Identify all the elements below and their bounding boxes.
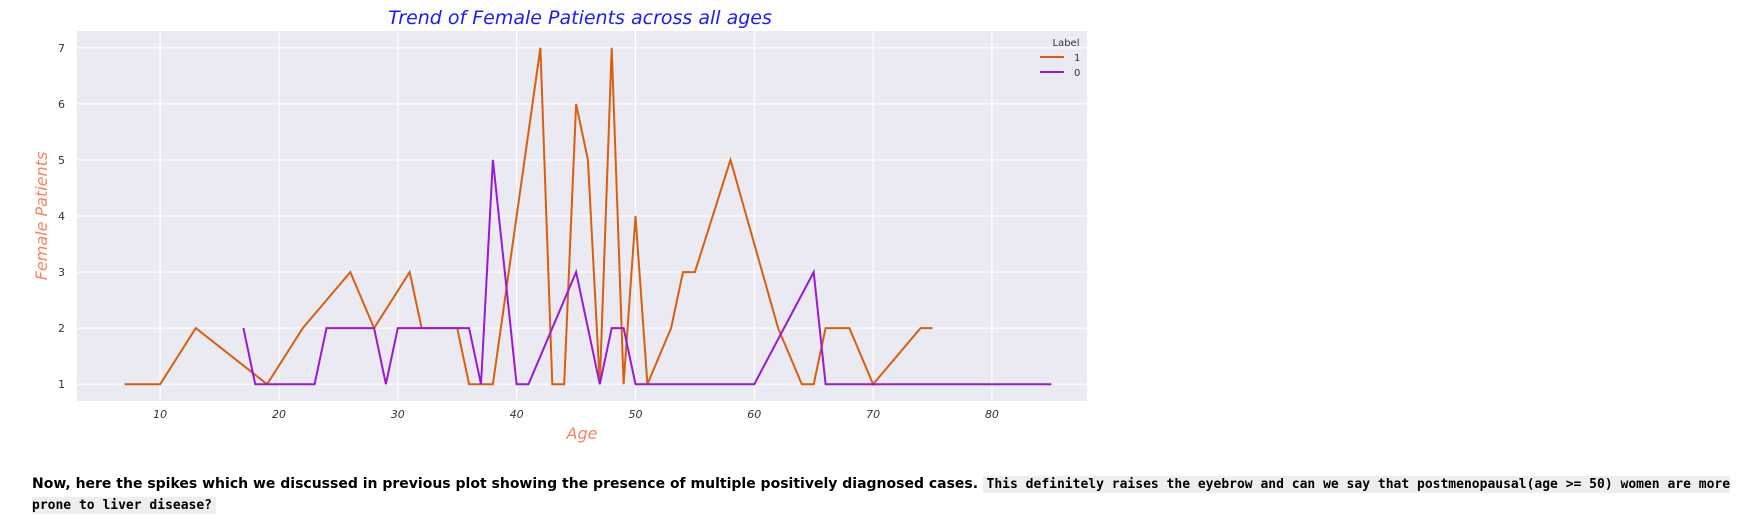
tick-labels: 10 20 30 40 50 60 70 80 1 2 3 4 5 6 7	[58, 42, 999, 421]
commentary-paragraph: Now, here the spikes which we discussed …	[32, 474, 1732, 516]
x-tick-label: 30	[391, 408, 405, 421]
chart-title: Trend of Female Patients across all ages	[388, 7, 772, 29]
y-tick-label: 5	[58, 154, 65, 167]
y-tick-label: 3	[58, 266, 65, 279]
y-tick-label: 6	[58, 98, 65, 111]
x-tick-label: 20	[272, 408, 286, 421]
x-tick-label: 80	[985, 408, 999, 421]
series-layer	[124, 47, 1052, 387]
legend-label-0: 0	[1074, 68, 1080, 79]
series-line-0	[242, 159, 1052, 386]
grid-lines	[77, 31, 1087, 401]
x-tick-label: 70	[866, 408, 880, 421]
x-axis-label: Age	[566, 424, 598, 443]
legend: Label 1 0	[1040, 38, 1080, 79]
legend-label-1: 1	[1074, 53, 1080, 64]
y-tick-label: 1	[58, 378, 65, 391]
y-axis-label: Female Patients	[32, 152, 51, 281]
y-tick-label: 7	[58, 42, 65, 55]
x-tick-label: 60	[747, 408, 761, 421]
y-tick-label: 4	[58, 210, 65, 223]
x-tick-label: 50	[628, 408, 642, 421]
x-tick-label: 40	[510, 408, 524, 421]
x-tick-label: 10	[153, 408, 167, 421]
commentary-text: Now, here the spikes which we discussed …	[32, 476, 979, 492]
y-tick-label: 2	[58, 322, 65, 335]
legend-title: Label	[1053, 38, 1080, 49]
